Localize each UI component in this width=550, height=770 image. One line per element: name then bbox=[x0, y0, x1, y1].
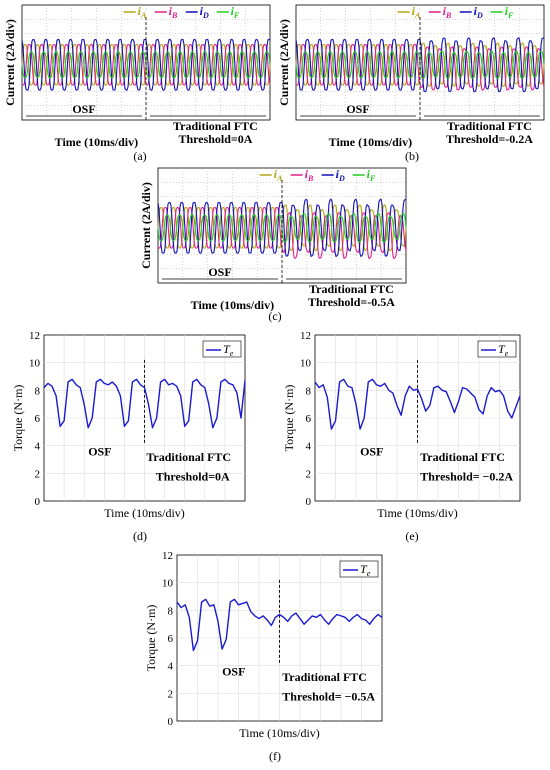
threshold-label: Threshold= −0.2A bbox=[420, 469, 513, 483]
y-axis-label: Current (2A/div) bbox=[3, 19, 17, 106]
trace-Te bbox=[43, 378, 246, 429]
x-axis-label: Time (10ms/div) bbox=[377, 506, 458, 520]
threshold-label: Threshold=-0.5A bbox=[308, 295, 395, 309]
ftc-label: Traditional FTC bbox=[173, 119, 258, 133]
current-panel-b: iA iB iD iF OSF Traditional FTCThreshold=-0.2… bbox=[277, 4, 545, 163]
legend: iA iB iD iF bbox=[259, 167, 376, 183]
legend-box bbox=[477, 340, 517, 358]
legend-label-iB: iB bbox=[305, 167, 314, 183]
y-tick-label: 10 bbox=[300, 358, 312, 370]
y-tick-label: 4 bbox=[35, 441, 41, 453]
torque-panel-e: 0 2 4 6 8 10 12 Te OSF Traditional FTC Threshold= … bbox=[282, 330, 521, 543]
x-axis-label: Time (10ms/div) bbox=[55, 135, 138, 149]
caption-label: (f) bbox=[269, 749, 281, 763]
y-tick-label: 0 bbox=[306, 496, 312, 508]
y-tick-label: 12 bbox=[162, 550, 173, 562]
y-axis-label: Torque (N·m) bbox=[11, 385, 25, 452]
y-tick-label: 12 bbox=[29, 330, 40, 342]
threshold-label: Threshold=-0.2A bbox=[446, 132, 533, 146]
osf-label: OSF bbox=[208, 265, 231, 279]
ftc-label: Traditional FTC bbox=[146, 450, 231, 464]
threshold-label: Threshold=0A bbox=[178, 132, 252, 146]
ftc-label: Traditional FTC bbox=[420, 450, 505, 464]
y-tick-label: 2 bbox=[168, 688, 174, 700]
threshold-label: Threshold=0A bbox=[156, 469, 230, 483]
caption-label: (b) bbox=[405, 149, 419, 163]
legend-label-iD: iD bbox=[336, 167, 345, 183]
legend-label-iF: iF bbox=[231, 4, 240, 20]
caption-label: (c) bbox=[268, 309, 281, 323]
osf-label: OSF bbox=[72, 102, 95, 116]
legend: Te bbox=[202, 340, 242, 358]
y-axis-label: Current (2A/div) bbox=[139, 182, 153, 269]
legend-label-iF: iF bbox=[505, 4, 514, 20]
legend: iA iB iD iF bbox=[397, 4, 514, 20]
osf-label: OSF bbox=[360, 444, 383, 458]
caption-label: (a) bbox=[133, 149, 146, 163]
legend-label-iA: iA bbox=[412, 4, 421, 20]
y-tick-label: 0 bbox=[35, 496, 41, 508]
threshold-label: Threshold= −0.5A bbox=[282, 689, 375, 703]
y-tick-label: 6 bbox=[35, 413, 41, 425]
caption-label: (d) bbox=[133, 529, 147, 543]
legend-label-iD: iD bbox=[200, 4, 209, 20]
ftc-label: Traditional FTC bbox=[447, 119, 532, 133]
y-tick-label: 2 bbox=[306, 468, 312, 480]
legend-label-Te: Te bbox=[223, 342, 234, 358]
legend-box bbox=[339, 560, 379, 578]
y-tick-label: 6 bbox=[306, 413, 312, 425]
x-axis-label: Time (10ms/div) bbox=[191, 298, 274, 312]
x-axis-label: Time (10ms/div) bbox=[329, 135, 412, 149]
legend: Te bbox=[477, 340, 517, 358]
legend-label-iB: iB bbox=[443, 4, 452, 20]
legend-label-iD: iD bbox=[474, 4, 483, 20]
y-tick-label: 6 bbox=[168, 633, 174, 645]
legend-label-iA: iA bbox=[274, 167, 283, 183]
x-axis-label: Time (10ms/div) bbox=[104, 506, 185, 520]
legend: iA iB iD iF bbox=[123, 4, 240, 20]
torque-panel-f: 0 2 4 6 8 10 12 Te OSF Traditional FTC Threshold= … bbox=[144, 550, 383, 763]
legend-label-iA: iA bbox=[138, 4, 147, 20]
osf-label: OSF bbox=[222, 664, 245, 678]
y-tick-label: 4 bbox=[168, 661, 174, 673]
trace-Te bbox=[176, 598, 383, 652]
y-tick-label: 8 bbox=[306, 385, 312, 397]
osf-label: OSF bbox=[88, 444, 111, 458]
y-axis-label: Torque (N·m) bbox=[144, 605, 158, 672]
current-panel-c: iA iB iD iF OSF Traditional FTCThreshold=-0.5… bbox=[139, 167, 407, 323]
legend-label-iF: iF bbox=[367, 167, 376, 183]
y-axis-label: Torque (N·m) bbox=[282, 385, 296, 452]
ftc-label: Traditional FTC bbox=[282, 670, 367, 684]
y-tick-label: 8 bbox=[35, 385, 41, 397]
y-axis-label: Current (2A/div) bbox=[277, 19, 291, 106]
trace-Te bbox=[314, 378, 521, 430]
caption-label: (e) bbox=[405, 529, 418, 543]
x-axis-label: Time (10ms/div) bbox=[239, 726, 320, 740]
osf-label: OSF bbox=[346, 102, 369, 116]
legend-box bbox=[202, 340, 242, 358]
y-tick-label: 2 bbox=[35, 468, 41, 480]
y-tick-label: 8 bbox=[168, 605, 174, 617]
y-tick-label: 10 bbox=[162, 578, 174, 590]
y-tick-label: 10 bbox=[29, 358, 41, 370]
torque-panel-d: 0 2 4 6 8 10 12 Te OSF Traditional FTC Threshold=0… bbox=[11, 330, 246, 543]
legend: Te bbox=[339, 560, 379, 578]
y-tick-label: 4 bbox=[306, 441, 312, 453]
y-tick-label: 12 bbox=[300, 330, 311, 342]
legend-label-iB: iB bbox=[169, 4, 178, 20]
legend-label-Te: Te bbox=[360, 562, 371, 578]
y-tick-label: 0 bbox=[168, 716, 174, 728]
ftc-label: Traditional FTC bbox=[309, 282, 394, 296]
legend-label-Te: Te bbox=[498, 342, 509, 358]
